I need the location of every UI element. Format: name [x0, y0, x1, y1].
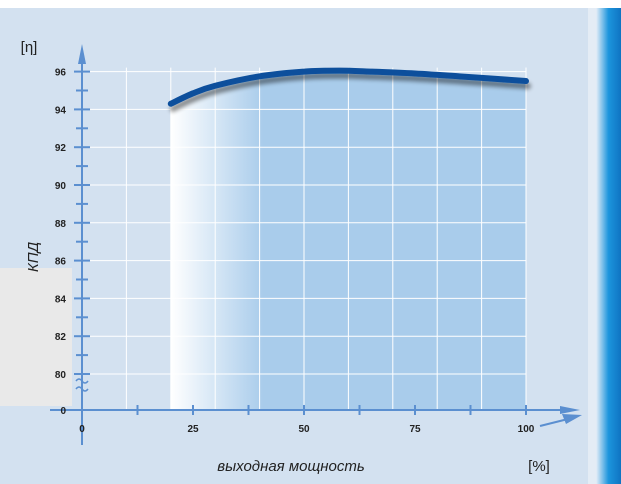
side-gap	[588, 8, 596, 484]
x-axis-arrow-secondary-head	[562, 414, 582, 424]
y-tick-label: 88	[55, 219, 67, 230]
x-axis-arrow-secondary	[539, 418, 569, 427]
x-tick-label: 75	[409, 424, 421, 435]
y-tick-label: 86	[55, 257, 67, 268]
x-tick-label: 0	[79, 424, 85, 435]
y-tick-label: 96	[55, 68, 67, 79]
y-tick-label: 92	[55, 143, 67, 154]
y-axis-arrow	[78, 44, 86, 64]
y-tick-label: 80	[55, 370, 67, 381]
axis-break-symbol	[75, 378, 89, 392]
left-gray-band	[0, 268, 72, 406]
y-tick-label: 90	[55, 181, 67, 192]
y-axis-title: КПД	[25, 241, 42, 272]
x-tick-label: 100	[518, 424, 535, 435]
y-tick-label: 94	[55, 105, 67, 116]
x-axis-arrow	[560, 406, 580, 414]
y-tick-label: 0	[60, 406, 66, 417]
side-accent-bar	[596, 8, 621, 484]
x-tick-label: 25	[187, 424, 199, 435]
x-axis-title: выходная мощность	[217, 458, 365, 475]
x-unit-label: [%]	[528, 458, 550, 475]
y-tick-label: 84	[55, 294, 67, 305]
y-tick-label: 82	[55, 332, 67, 343]
series-line	[167, 67, 529, 107]
y-unit-label: [η]	[21, 39, 38, 56]
x-tick-label: 50	[298, 424, 310, 435]
